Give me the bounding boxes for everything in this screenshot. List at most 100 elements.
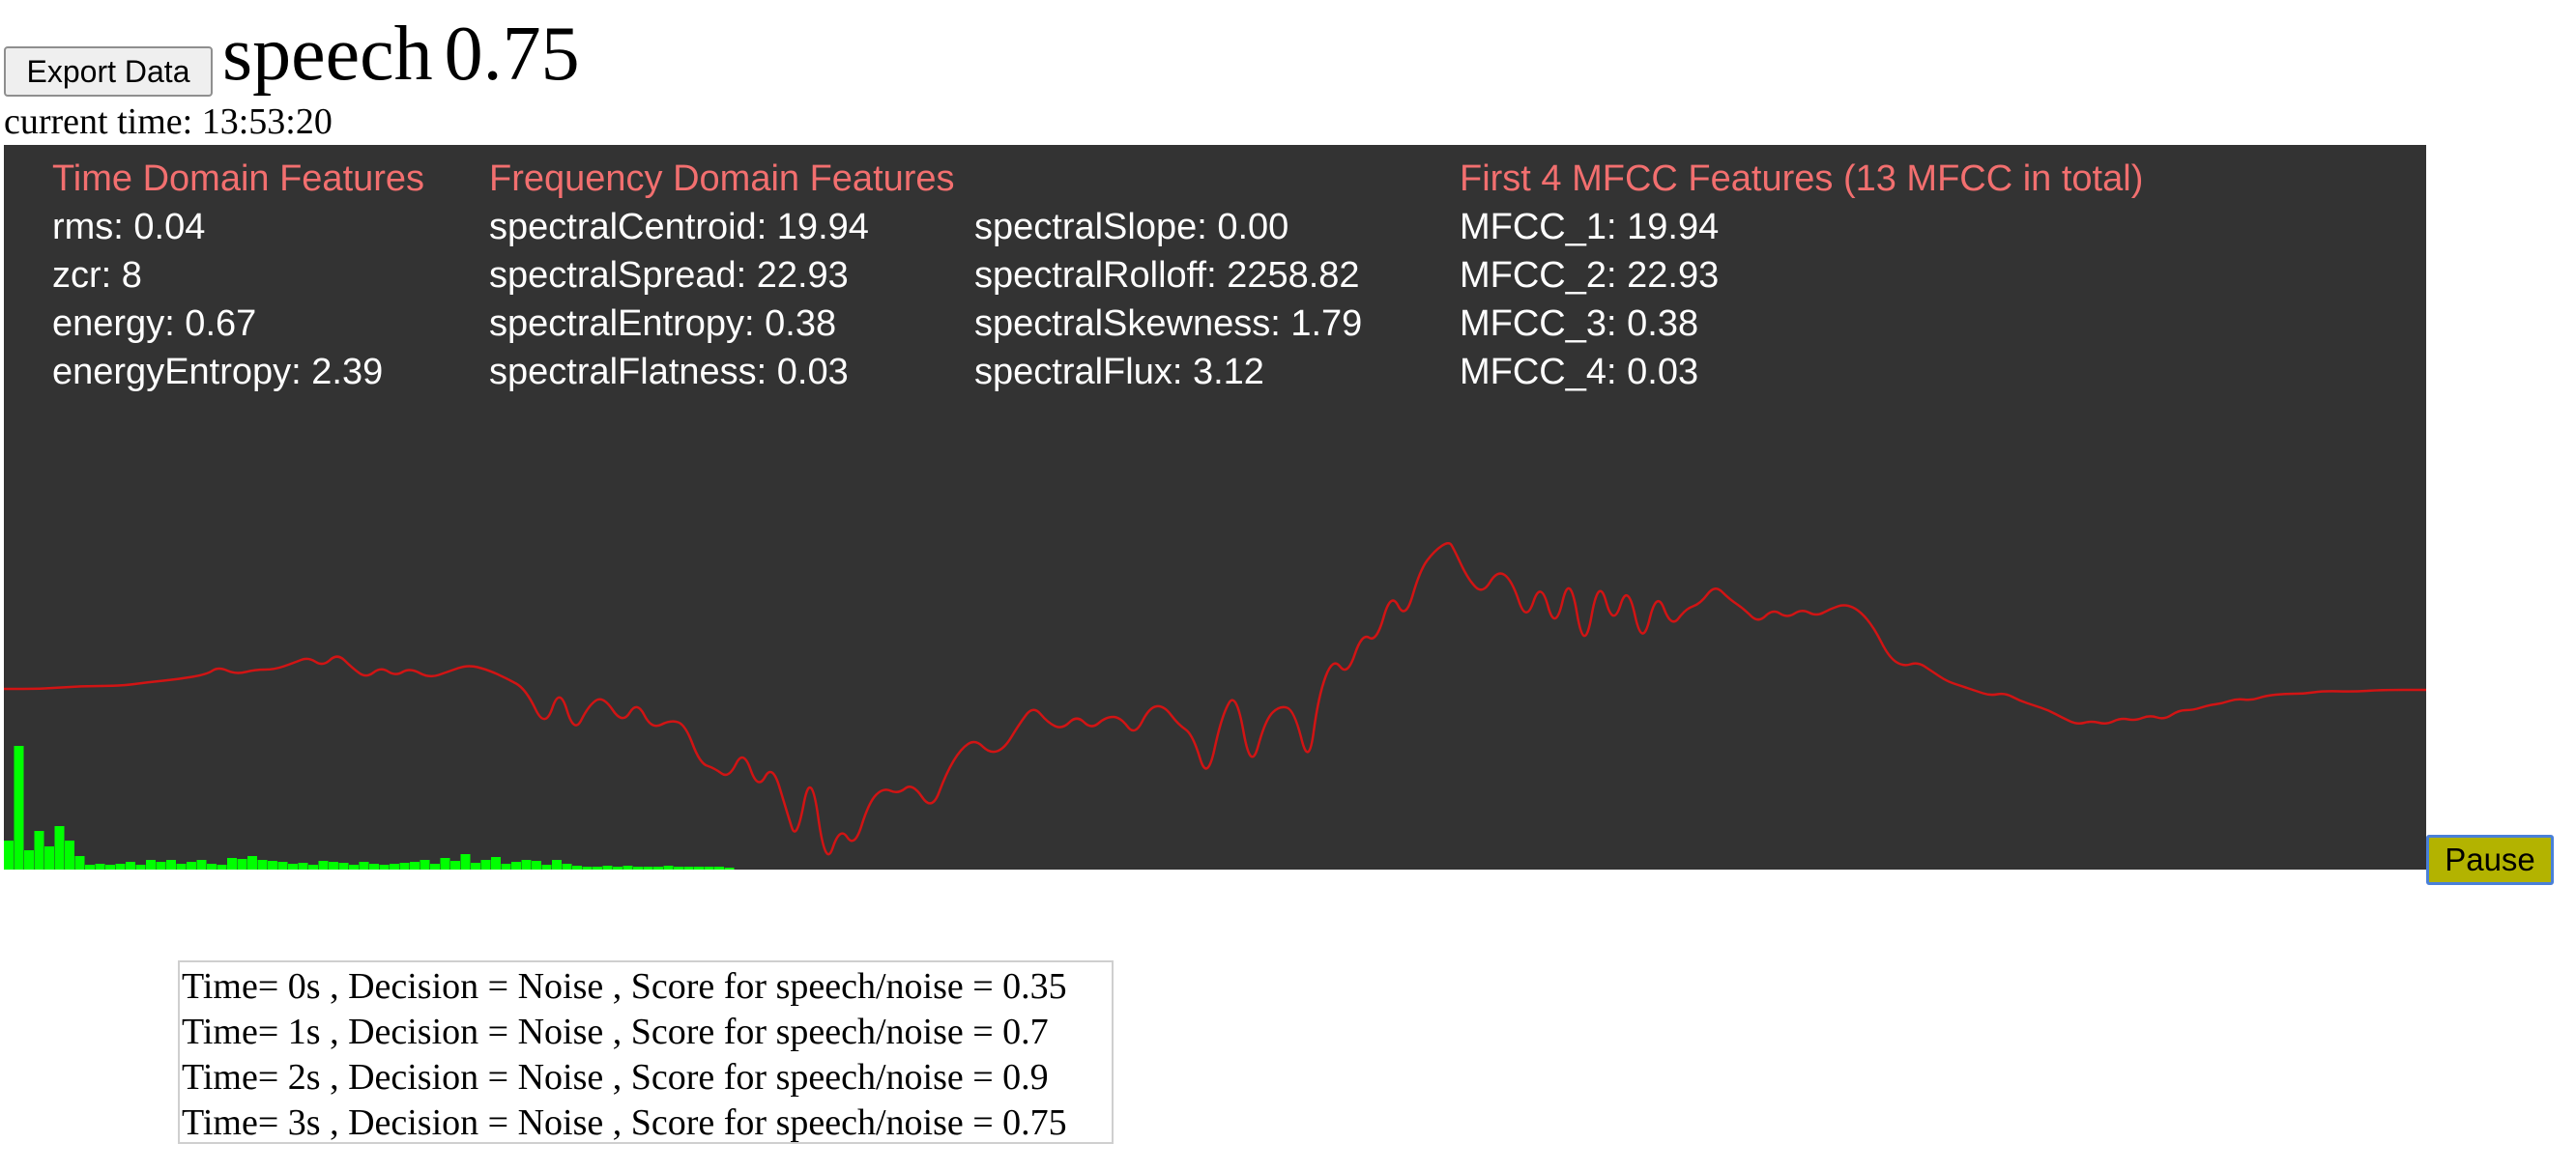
spectrum-bar [399,863,410,870]
spectrum-bar [105,865,115,870]
spectrum-bar [674,867,683,870]
spectrum-bar [653,867,663,870]
classification-status: speech 0.75 [222,6,580,102]
spectrum-bar [359,862,369,870]
spectrum-bar [74,856,85,870]
spectrum-bar [115,864,126,870]
spectrum-bar [622,866,633,870]
spectrum-bar [460,854,471,870]
spectrum-bar [349,865,359,870]
spectrum-bar [521,860,532,870]
spectrum-bar [65,841,74,870]
spectrum-bar [390,864,399,870]
spectrum-bar [704,867,714,870]
spectrum-bar [14,746,24,870]
spectrum-bar [480,860,491,870]
feature-spectral-entropy: spectralEntropy: 0.38 [489,303,837,344]
feature-rms: rms: 0.04 [52,207,206,247]
spectrum-bar [146,860,156,870]
spectrum-bar [450,861,460,870]
spectrum-bar [501,864,511,870]
spectrum-bar [683,867,694,870]
spectrum-bar [379,865,390,870]
spectrum-bar [247,856,257,870]
spectrum-bar [694,867,704,870]
spectrum-bar [187,862,196,870]
feature-spectral-flatness: spectralFlatness: 0.03 [489,352,849,392]
spectrum-bar [714,867,724,870]
log-entry: Time= 1s , Decision = Noise , Score for … [182,1012,1049,1052]
spectrum-bar [24,850,34,870]
spectrum-bar [613,867,622,870]
spectrum-bar [237,859,247,870]
spectrum-bar [582,867,593,870]
decision-log: Time= 0s , Decision = Noise , Score for … [178,960,1114,1144]
spectrum-bar [135,865,146,870]
spectrum-bar [54,826,65,870]
spectrum-bar [34,831,44,870]
spectrum-bar [176,864,187,870]
spectrum-bar [643,867,653,870]
spectrum-bar [552,860,562,870]
frequency-domain-title: Frequency Domain Features [489,158,955,199]
status-label: speech [222,12,433,97]
feature-zcr: zcr: 8 [52,255,142,296]
export-data-button[interactable]: Export Data [4,46,213,97]
pause-button[interactable]: Pause [2426,835,2554,885]
spectrum-bar [430,864,440,870]
spectrum-bar [95,864,105,870]
current-time-value: 13:53:20 [201,101,333,142]
spectrum-bar [329,862,338,870]
spectrum-bar [541,865,552,870]
spectrum-bar [410,862,420,870]
spectrum-bar [277,862,288,870]
spectrum-bar [298,863,308,870]
spectrum-bar [44,846,54,870]
feature-spectral-centroid: spectralCentroid: 19.94 [489,207,869,247]
spectrum-bar [562,864,572,870]
feature-spectral-slope: spectralSlope: 0.00 [974,207,1289,247]
frequency-domain-features: Frequency Domain Features spectralCentro… [489,155,955,396]
spectrum-bar [338,863,349,870]
spectrum-bar [126,862,135,870]
feature-mfcc-4: MFCC_4: 0.03 [1460,352,1699,392]
spectrum-bar [420,860,430,870]
spectrum-bar [207,864,217,870]
spectrum-bar [593,867,602,870]
spectrum-bar [288,864,298,870]
audio-visualization-panel: Time Domain Features rms: 0.04 zcr: 8 en… [4,145,2426,870]
frequency-spectrum [4,746,735,870]
spectrum-bar [471,863,480,870]
spectrum-bar [227,858,237,870]
spectrum-bar [308,865,318,870]
spectrum-bar [633,867,643,870]
spectrum-bar [511,862,521,870]
spectrum-bar [440,858,450,870]
feature-spectral-rolloff: spectralRolloff: 2258.82 [974,255,1360,296]
waveform-spectrum-canvas [4,542,2426,870]
log-entry: Time= 2s , Decision = Noise , Score for … [182,1057,1049,1098]
spectrum-bar [318,861,329,870]
spectrum-bar [217,865,227,870]
spectrum-bar [156,862,166,870]
spectrum-bar [166,860,176,870]
feature-spectral-skewness: spectralSkewness: 1.79 [974,303,1363,344]
spectrum-bar [572,866,582,870]
log-entry: Time= 3s , Decision = Noise , Score for … [182,1102,1067,1143]
feature-spectral-spread: spectralSpread: 22.93 [489,255,849,296]
current-time: current time: 13:53:20 [4,100,333,143]
spectrum-bar [663,866,674,870]
spectrum-bar [532,861,541,870]
mfcc-features: First 4 MFCC Features (13 MFCC in total)… [1460,155,2143,396]
current-time-label: current time: [4,101,202,142]
mfcc-title: First 4 MFCC Features (13 MFCC in total) [1460,158,2144,199]
time-domain-features: Time Domain Features rms: 0.04 zcr: 8 en… [52,155,424,396]
spectrum-bar [4,841,14,870]
spectrum-bar [268,861,277,870]
waveform-line [4,542,2426,856]
feature-mfcc-2: MFCC_2: 22.93 [1460,255,1720,296]
feature-spectral-flux: spectralFlux: 3.12 [974,352,1264,392]
spectrum-bar [196,860,207,870]
feature-mfcc-1: MFCC_1: 19.94 [1460,207,1720,247]
feature-mfcc-3: MFCC_3: 0.38 [1460,303,1699,344]
